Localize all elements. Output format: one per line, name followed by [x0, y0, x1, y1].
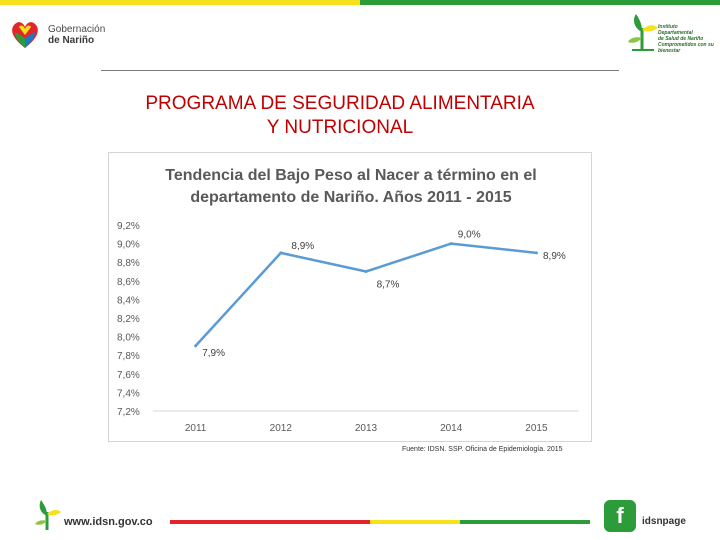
- footer-line-green: [460, 520, 590, 524]
- slide-title-line1: PROGRAMA DE SEGURIDAD ALIMENTARIA: [145, 93, 535, 114]
- chart-title-line1: Tendencia del Bajo Peso al Nacer a térmi…: [165, 167, 537, 184]
- source-note: Fuente: IDSN. SSP. Oficina de Epidemiolo…: [402, 446, 563, 453]
- facebook-page-label[interactable]: idsnpage: [642, 516, 686, 527]
- y-tick-label: 8,4%: [117, 295, 140, 306]
- slide-title-line2: Y NUTRICIONAL: [266, 117, 414, 138]
- slide-title: PROGRAMA DE SEGURIDAD ALIMENTARIA Y NUTR…: [100, 92, 580, 140]
- idsn-plant-icon: [628, 14, 658, 51]
- facebook-icon[interactable]: f: [604, 500, 636, 532]
- idsn-line-3: de Salud de Nariño: [658, 36, 704, 42]
- x-tick-label: 2011: [185, 423, 207, 434]
- footer-line-yellow: [370, 520, 460, 524]
- data-label: 8,9%: [543, 251, 566, 262]
- idsn-logo-text: Instituto Departamental de Salud de Nari…: [658, 24, 716, 54]
- y-tick-label: 8,6%: [117, 277, 140, 288]
- idsn-line-1: Instituto: [658, 24, 678, 30]
- data-point: [364, 270, 368, 273]
- chart-title: Tendencia del Bajo Peso al Nacer a térmi…: [109, 165, 593, 209]
- y-tick-label: 9,2%: [117, 221, 140, 232]
- data-label: 8,9%: [291, 241, 314, 252]
- x-tick-label: 2014: [440, 423, 463, 434]
- gobernacion-line2: de Nariño: [48, 35, 95, 46]
- data-label: 8,7%: [377, 280, 400, 291]
- data-point: [534, 251, 538, 255]
- data-label: 7,9%: [202, 348, 225, 359]
- y-tick-label: 7,6%: [117, 370, 140, 381]
- data-point: [449, 242, 453, 246]
- footer-plant-icon: [35, 500, 61, 530]
- idsn-line-4: Comprometidos con su bienestar: [658, 42, 714, 54]
- y-tick-label: 8,8%: [117, 258, 140, 269]
- gobernacion-logo-text: Gobernación de Nariño: [48, 24, 105, 46]
- idsn-line-2: Departamental: [658, 30, 693, 36]
- footer-line-red: [170, 520, 370, 524]
- series-line: [194, 242, 537, 347]
- chart-title-line2: departamento de Nariño. Años 2011 - 2015: [190, 189, 512, 206]
- heart-logo-icon: [12, 22, 38, 48]
- x-tick-label: 2012: [270, 423, 293, 434]
- x-tick-label: 2013: [355, 423, 378, 434]
- top-bar-yellow: [0, 0, 360, 5]
- chart-container: Tendencia del Bajo Peso al Nacer a térmi…: [108, 152, 592, 442]
- idsn-logo: Instituto Departamental de Salud de Nari…: [626, 10, 716, 56]
- data-label: 9,0%: [458, 230, 481, 241]
- data-point: [279, 251, 283, 255]
- x-tick-label: 2015: [525, 423, 548, 434]
- footer-url[interactable]: www.idsn.gov.co: [64, 516, 153, 528]
- top-bar-green: [360, 0, 720, 5]
- y-tick-label: 8,2%: [117, 314, 140, 325]
- data-point: [194, 344, 198, 348]
- y-tick-label: 8,0%: [117, 333, 140, 344]
- y-tick-label: 9,0%: [117, 240, 140, 251]
- top-color-bar: [0, 0, 720, 5]
- gobernacion-line1: Gobernación: [48, 24, 106, 35]
- line-chart: 9,2% 9,0% 8,8% 8,6% 8,4% 8,2% 8,0% 7,8% 7,6% 7,4%…: [117, 221, 579, 434]
- footer-color-line: [170, 520, 590, 524]
- y-tick-label: 7,2%: [117, 407, 140, 418]
- gobernacion-logo: Gobernación de Nariño: [8, 18, 118, 52]
- y-tick-label: 7,4%: [117, 388, 140, 399]
- y-tick-label: 7,8%: [117, 351, 140, 362]
- header-divider: [101, 70, 619, 71]
